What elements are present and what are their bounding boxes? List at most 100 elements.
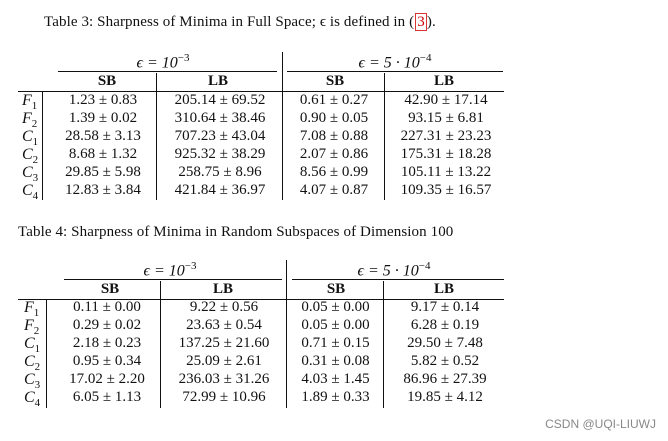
table-cell: 1.23 ± 0.83 <box>68 92 138 108</box>
table-cell: 258.75 ± 8.96 <box>178 164 262 180</box>
row-symbol: C <box>22 146 33 163</box>
row-symbol: C <box>24 335 35 352</box>
watermark: CSDN @UQI-LIUWJ <box>545 417 656 431</box>
table-cell: 19.85 ± 4.12 <box>407 389 483 405</box>
table-cell: 236.03 ± 31.26 <box>178 371 270 387</box>
table-cell: 23.63 ± 0.54 <box>186 317 262 333</box>
row-symbol: C <box>22 164 33 181</box>
table-cell: 8.56 ± 0.99 <box>299 164 369 180</box>
row-subscript: 3 <box>32 172 39 185</box>
row-subscript: 1 <box>34 343 41 356</box>
table-cell: 4.03 ± 1.45 <box>301 371 370 387</box>
table-cell: 421.84 ± 36.97 <box>174 182 266 198</box>
row-subscript: 1 <box>33 307 40 320</box>
row-subscript: 3 <box>34 379 41 392</box>
table-cell: 0.71 ± 0.15 <box>301 335 370 351</box>
table-cell: 72.99 ± 10.96 <box>182 389 266 405</box>
table4-header-lb-1: LB <box>212 281 233 297</box>
row-subscript: 1 <box>32 136 39 149</box>
row-symbol: C <box>24 353 35 370</box>
table4-header-lb-2: LB <box>433 281 454 297</box>
table-cell: 137.25 ± 21.60 <box>178 335 270 351</box>
row-subscript: 2 <box>31 118 38 131</box>
table4-row-label: C1 <box>24 335 40 355</box>
table4-epsilon-right-base: ϵ = 5 · 10 <box>357 262 419 280</box>
table3-caption-end: ). <box>426 14 436 30</box>
row-symbol: F <box>24 317 34 334</box>
table-cell: 17.02 ± 2.20 <box>69 371 145 387</box>
table-cell: 0.90 ± 0.05 <box>299 110 369 126</box>
table-cell: 925.32 ± 38.29 <box>174 146 266 162</box>
row-symbol: C <box>22 128 33 145</box>
table3-row-label: F1 <box>22 92 37 112</box>
equation-reference-link[interactable]: 3 <box>415 13 427 31</box>
table-cell: 0.95 ± 0.34 <box>72 353 142 369</box>
table4-eps-underline-left <box>64 279 282 280</box>
table-cell: 8.68 ± 1.32 <box>68 146 138 162</box>
table-cell: 6.28 ± 0.19 <box>410 317 480 333</box>
table3-divider-4 <box>384 73 385 200</box>
table3-caption: Table 3: Sharpness of Minima in Full Spa… <box>44 13 436 31</box>
table-cell: 205.14 ± 69.52 <box>174 92 266 108</box>
table4-row-label: C2 <box>24 353 40 373</box>
table4-row-label: C3 <box>24 371 40 391</box>
table-cell: 109.35 ± 16.57 <box>400 182 492 198</box>
table3-epsilon-left-base: ϵ = 10 <box>136 54 178 72</box>
row-subscript: 4 <box>32 190 39 203</box>
row-symbol: C <box>22 182 33 199</box>
table-cell: 86.96 ± 27.39 <box>403 371 487 387</box>
row-subscript: 2 <box>34 361 41 374</box>
row-symbol: F <box>22 110 32 127</box>
table4-divider-2 <box>160 281 161 408</box>
table4-header-sb-2: SB <box>326 281 346 297</box>
row-subscript: 2 <box>32 154 39 167</box>
table-cell: 29.50 ± 7.48 <box>407 335 483 351</box>
table3-header-lb-2: LB <box>433 73 454 89</box>
table3-epsilon-left-header: ϵ = 10−3 <box>48 52 278 72</box>
table-cell: 29.85 ± 5.98 <box>65 164 141 180</box>
table3-header-sb-2: SB <box>325 73 345 89</box>
table-cell: 0.31 ± 0.08 <box>301 353 370 369</box>
table4-epsilon-left-exponent: −3 <box>184 260 197 272</box>
table-cell: 0.05 ± 0.00 <box>301 299 370 315</box>
row-symbol: C <box>24 371 35 388</box>
row-symbol: F <box>22 92 32 109</box>
table-cell: 0.05 ± 0.00 <box>301 317 370 333</box>
table-cell: 42.90 ± 17.14 <box>404 92 488 108</box>
table-cell: 2.07 ± 0.86 <box>299 146 369 162</box>
table3-epsilon-left-exponent: −3 <box>177 52 190 64</box>
table-cell: 175.31 ± 18.28 <box>400 146 492 162</box>
table3-eps-underline-left <box>58 71 277 72</box>
table-cell: 9.17 ± 0.14 <box>410 299 480 315</box>
table-cell: 4.07 ± 0.87 <box>299 182 369 198</box>
table4-row-label: F2 <box>24 317 39 337</box>
table4-epsilon-left-base: ϵ = 10 <box>143 262 185 280</box>
table-cell: 0.29 ± 0.02 <box>72 317 142 333</box>
table4-divider-1 <box>46 300 47 408</box>
table3-divider-3 <box>282 52 283 200</box>
table3-epsilon-right-exponent: −4 <box>419 52 432 64</box>
table-cell: 227.31 ± 23.23 <box>400 128 492 144</box>
table-cell: 1.39 ± 0.02 <box>68 110 138 126</box>
table4-header-rule <box>18 299 504 300</box>
table3-header-rule <box>18 91 504 92</box>
table-cell: 0.61 ± 0.27 <box>299 92 369 108</box>
table4-row-label: C4 <box>24 389 40 409</box>
table3-eps-underline-right <box>287 71 503 72</box>
table-cell: 9.22 ± 0.56 <box>189 299 259 315</box>
table4-eps-underline-right <box>292 279 504 280</box>
table-cell: 2.18 ± 0.23 <box>72 335 142 351</box>
table-cell: 7.08 ± 0.88 <box>299 128 369 144</box>
table-cell: 5.82 ± 0.52 <box>410 353 480 369</box>
table3-row-label: C2 <box>22 146 38 166</box>
table4-epsilon-right-header: ϵ = 5 · 10−4 <box>282 260 506 280</box>
table-cell: 0.11 ± 0.00 <box>73 299 141 315</box>
row-subscript: 1 <box>31 100 38 113</box>
table4-caption: Table 4: Sharpness of Minima in Random S… <box>18 224 454 240</box>
table4-epsilon-right-exponent: −4 <box>418 260 431 272</box>
table3-header-lb-1: LB <box>207 73 228 89</box>
row-symbol: C <box>24 389 35 406</box>
table-cell: 6.05 ± 1.13 <box>72 389 142 405</box>
table-cell: 310.64 ± 38.46 <box>174 110 266 126</box>
table3-row-label: C1 <box>22 128 38 148</box>
